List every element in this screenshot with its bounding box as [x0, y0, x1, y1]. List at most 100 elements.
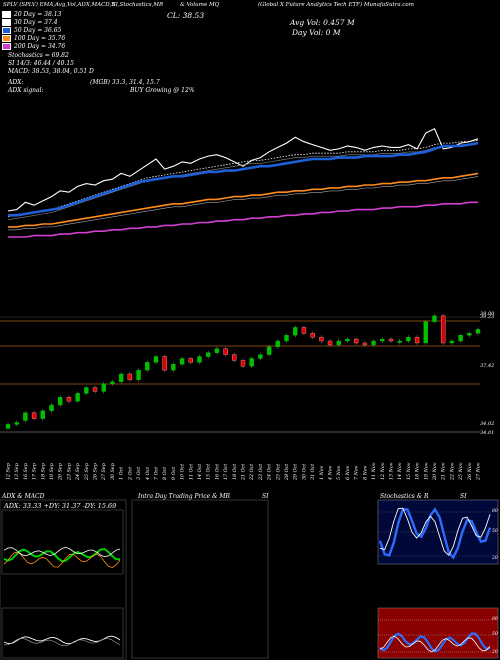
date-tick-label: 9 Oct: [171, 467, 177, 480]
candle-body: [162, 356, 167, 371]
ema-legend-item: 200 Day = 34.76: [2, 43, 65, 50]
legend-label: 50 Day = 36.65: [14, 27, 62, 34]
candle-body: [171, 364, 176, 371]
stoch-lines: [378, 507, 492, 560]
series-line-2: [8, 141, 479, 217]
stoch-panel-title: Stochastics & R: [380, 493, 429, 500]
candle-body: [423, 321, 428, 344]
legend-label: 20 Day = 38.13: [14, 11, 62, 18]
candle-body: [214, 348, 220, 353]
candle-body: [249, 358, 254, 367]
macd-value: MACD: 38.53, 38.04, 0.51 D: [8, 68, 94, 75]
level-label-5: 34.01: [480, 430, 495, 436]
date-tick-label: 14 Nov: [397, 462, 403, 480]
date-tick-label: 21 Oct: [241, 464, 247, 481]
candle-body: [58, 397, 63, 406]
candle-body: [327, 340, 333, 346]
candle-body: [293, 327, 298, 336]
macd-lines: [3, 635, 121, 647]
date-tick-label: 22 Oct: [249, 464, 255, 481]
si-line: [379, 632, 491, 653]
candlesticks: [5, 313, 481, 431]
date-tick-label: 1 Oct: [119, 467, 125, 480]
candle-body: [127, 373, 133, 381]
si-value: SI 14/3: 46.44 / 40.15: [8, 60, 74, 67]
stoch-level-80: 80: [492, 509, 498, 514]
candle-body: [92, 387, 98, 392]
candle-body: [467, 333, 472, 336]
series-line-4: [8, 201, 478, 238]
date-tick-label: 30 Oct: [301, 464, 307, 480]
date-tick-label: 22 Nov: [449, 462, 455, 481]
date-tick-label: 23 Oct: [258, 464, 264, 481]
price-level-lines: [0, 316, 480, 433]
date-tick-label: 12 Sep: [6, 463, 12, 480]
date-tick-label: 17 Sep: [32, 463, 38, 480]
level-label-3: 37.42: [480, 363, 495, 369]
candle-body: [101, 383, 106, 392]
date-tick-label: 18 Oct: [232, 464, 238, 480]
stoch-level-50: 50: [492, 529, 498, 534]
stoch-level-20: 20: [492, 556, 498, 561]
candle-body: [84, 387, 89, 394]
date-tick-label: 23 Sep: [66, 463, 72, 481]
adx-value: (MGB) 33.3, 31.4, 15.7: [90, 79, 160, 86]
candle-body: [232, 354, 237, 361]
series-line-1: [7, 139, 479, 218]
legend-swatch: [2, 19, 11, 26]
legend-swatch: [2, 43, 11, 50]
candle-body: [449, 340, 455, 344]
day-volume: Day Vol: 0 M: [292, 28, 341, 37]
legend-swatch: [2, 11, 11, 18]
legend-swatch: [2, 27, 11, 34]
candle-body: [440, 315, 446, 344]
candle-body: [223, 348, 228, 355]
macd-signal-line: [3, 637, 121, 647]
si-signal-line: [379, 635, 491, 653]
date-axis: 12 Sep 13 Sep 16 Sep 17 Sep 18 Sep 19 Sep 20 S…: [6, 462, 482, 481]
candle-body: [240, 360, 246, 367]
legend-label: 100 Day = 35.76: [14, 35, 66, 42]
candle-body: [397, 340, 402, 343]
candle-body: [188, 358, 193, 363]
candle-body: [414, 336, 420, 344]
candle-body: [266, 346, 272, 355]
candle-body: [353, 338, 359, 344]
date-tick-label: 28 Oct: [284, 464, 290, 481]
series-band-3: [8, 176, 479, 231]
date-tick-label: 11 Nov: [371, 462, 377, 480]
intraday-panel-frame: [131, 499, 269, 659]
date-tick-label: 20 Nov: [432, 462, 438, 481]
candle-body: [319, 336, 324, 342]
candle-body: [301, 327, 307, 334]
candle-body: [31, 412, 37, 419]
date-tick-label: 25 Sep: [84, 463, 90, 481]
candle-body: [362, 342, 368, 346]
legend-swatch: [2, 35, 11, 42]
candle-body: [388, 338, 394, 342]
adx-signal: BUY Growing @ 12%: [130, 87, 195, 94]
intraday-si: SI: [262, 493, 269, 500]
date-tick-label: 4 Nov: [328, 465, 334, 481]
date-tick-label: 18 Nov: [415, 462, 421, 480]
candle-body: [110, 381, 115, 384]
date-tick-label: 25 Nov: [458, 462, 464, 481]
stoch-d-line: [379, 507, 491, 557]
adx-subpanel: [1, 509, 124, 575]
date-tick-label: 4 Oct: [145, 467, 151, 481]
adx-line: [3, 546, 121, 558]
candle-body: [275, 340, 281, 348]
date-tick-label: 2 Oct: [127, 467, 133, 481]
date-tick-label: 11 Oct: [188, 464, 194, 480]
ema-legend-item: 30 Day = 37.4: [2, 19, 58, 26]
date-tick-label: 1 Nov: [319, 465, 325, 480]
candle-body: [5, 424, 11, 429]
avg-volume: Avg Vol: 0.457 M: [290, 18, 355, 27]
date-tick-label: 30 Sep: [110, 463, 116, 480]
si-level-20: 20: [492, 650, 498, 655]
candle-body: [197, 356, 202, 363]
candle-body: [205, 352, 211, 357]
date-tick-label: 13 Sep: [14, 463, 20, 480]
series-band-1: [7, 142, 479, 221]
